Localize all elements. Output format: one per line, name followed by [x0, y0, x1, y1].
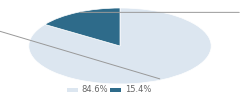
Text: HISPANIC: HISPANIC [80, 8, 240, 17]
Text: WHITE: WHITE [0, 21, 160, 79]
Wedge shape [29, 8, 211, 84]
Wedge shape [45, 8, 120, 46]
Bar [110, 88, 121, 92]
Text: 15.4%: 15.4% [125, 86, 151, 94]
Bar [67, 88, 78, 92]
Text: 84.6%: 84.6% [82, 86, 108, 94]
